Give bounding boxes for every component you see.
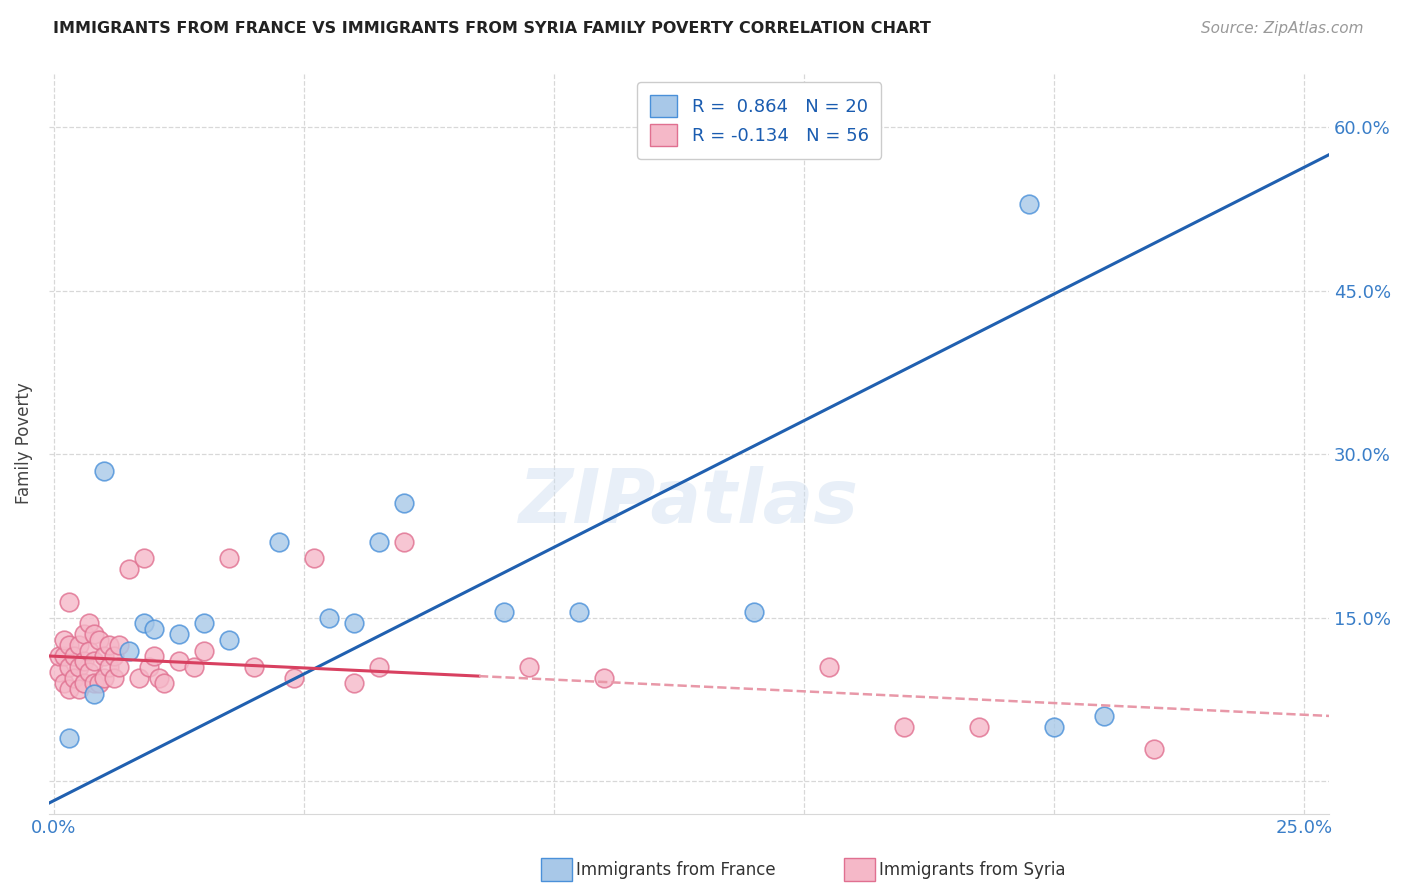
Point <box>52 676 75 690</box>
Point <box>87 676 110 690</box>
Point <box>302 550 325 565</box>
Point <box>58 638 80 652</box>
Point <box>218 550 240 565</box>
Point <box>183 660 205 674</box>
Point <box>1143 741 1166 756</box>
Point <box>58 660 80 674</box>
Point <box>193 616 215 631</box>
Point <box>167 655 190 669</box>
Point <box>52 632 75 647</box>
Point <box>77 665 100 680</box>
Point <box>103 671 125 685</box>
Point <box>48 648 70 663</box>
Point <box>1043 720 1066 734</box>
Point <box>893 720 915 734</box>
Point <box>243 660 266 674</box>
Point <box>138 660 160 674</box>
Point <box>118 562 141 576</box>
Point <box>73 627 96 641</box>
Point <box>73 655 96 669</box>
Point <box>67 638 90 652</box>
Point <box>58 731 80 745</box>
Text: Source: ZipAtlas.com: Source: ZipAtlas.com <box>1201 21 1364 36</box>
Point <box>593 671 616 685</box>
Point <box>63 648 86 663</box>
Point <box>492 606 515 620</box>
Point <box>118 643 141 657</box>
Point <box>93 464 115 478</box>
Point <box>368 534 391 549</box>
Point <box>98 638 121 652</box>
Y-axis label: Family Poverty: Family Poverty <box>15 383 32 504</box>
Point <box>132 550 155 565</box>
Point <box>128 671 150 685</box>
Point <box>818 660 841 674</box>
Legend: R =  0.864   N = 20, R = -0.134   N = 56: R = 0.864 N = 20, R = -0.134 N = 56 <box>637 82 882 159</box>
Point <box>218 632 240 647</box>
Point <box>742 606 765 620</box>
Point <box>52 648 75 663</box>
Point <box>67 660 90 674</box>
Point <box>267 534 290 549</box>
Point <box>392 496 415 510</box>
Point <box>108 638 131 652</box>
Point <box>103 648 125 663</box>
Point <box>343 676 366 690</box>
Point <box>77 616 100 631</box>
Point <box>392 534 415 549</box>
Text: IMMIGRANTS FROM FRANCE VS IMMIGRANTS FROM SYRIA FAMILY POVERTY CORRELATION CHART: IMMIGRANTS FROM FRANCE VS IMMIGRANTS FRO… <box>53 21 931 36</box>
Point <box>343 616 366 631</box>
Point <box>63 671 86 685</box>
Point <box>93 648 115 663</box>
Point <box>108 660 131 674</box>
Point <box>83 676 105 690</box>
Point <box>283 671 305 685</box>
Point <box>67 681 90 696</box>
Point <box>87 632 110 647</box>
Point <box>368 660 391 674</box>
Point <box>73 676 96 690</box>
Text: Immigrants from Syria: Immigrants from Syria <box>879 861 1066 879</box>
Point <box>568 606 591 620</box>
Point <box>1092 709 1115 723</box>
Point <box>143 648 166 663</box>
Point <box>148 671 170 685</box>
Point <box>1018 196 1040 211</box>
Point <box>132 616 155 631</box>
Point <box>83 627 105 641</box>
Point <box>83 655 105 669</box>
Point <box>193 643 215 657</box>
Point <box>98 660 121 674</box>
Point <box>143 622 166 636</box>
Point <box>48 665 70 680</box>
Text: Immigrants from France: Immigrants from France <box>576 861 776 879</box>
Point <box>967 720 990 734</box>
Point <box>58 594 80 608</box>
Point <box>58 681 80 696</box>
Point <box>77 643 100 657</box>
Text: ZIPatlas: ZIPatlas <box>519 467 859 540</box>
Point <box>83 687 105 701</box>
Point <box>93 671 115 685</box>
Point <box>153 676 176 690</box>
Point <box>517 660 540 674</box>
Point <box>318 611 340 625</box>
Point <box>167 627 190 641</box>
